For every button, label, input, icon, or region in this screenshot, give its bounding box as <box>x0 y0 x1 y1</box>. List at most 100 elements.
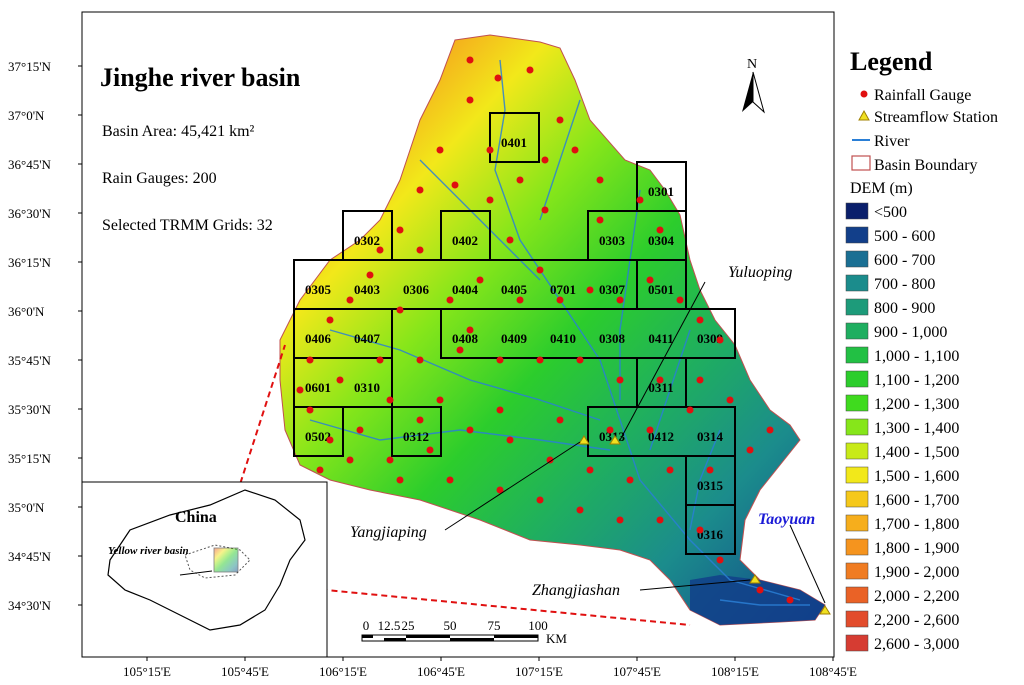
dem-label: 1,800 - 1,900 <box>874 540 959 557</box>
lowland-region <box>690 575 825 625</box>
scale-tick: 50 <box>444 618 457 633</box>
scale-tick: 0 <box>363 618 370 633</box>
dem-label: 800 - 900 <box>874 300 935 317</box>
legend-title: Legend <box>850 47 933 76</box>
dem-swatch <box>845 322 869 340</box>
grid-label: 0315 <box>697 478 724 493</box>
lat-label: 35°30'N <box>8 402 52 417</box>
streamflow-station-icon <box>858 109 870 121</box>
grid-label: 0501 <box>648 282 674 297</box>
grid-label: 0403 <box>354 282 381 297</box>
label-yangjiaping: Yangjiaping <box>350 524 427 541</box>
river-network <box>309 59 810 606</box>
lat-label: 37°0'N <box>8 108 45 123</box>
dem-label: 900 - 1,000 <box>874 324 947 341</box>
scale-tick: 75 <box>488 618 501 633</box>
grid-label: 0502 <box>305 429 331 444</box>
dem-swatch <box>845 370 869 388</box>
dem-label: 1,100 - 1,200 <box>874 372 959 389</box>
grid-label: 0306 <box>403 282 430 297</box>
dem-swatch <box>845 586 869 604</box>
rainfall-gauges <box>296 56 794 604</box>
dem-label: 2,600 - 3,000 <box>874 636 959 653</box>
grid-label: 0409 <box>501 331 528 346</box>
longitude-labels: 105°15'E 105°45'E 106°15'E 106°45'E 107°15'E… <box>123 657 857 679</box>
map-frame <box>81 11 835 658</box>
lat-label: 36°0'N <box>8 304 45 319</box>
china-inset: China Yellow river basin <box>81 481 328 658</box>
svg-text:N: N <box>747 57 757 72</box>
dem-swatch <box>845 274 869 292</box>
legend-symbol-0: Rainfall Gauge <box>874 87 971 104</box>
dem-swatch <box>845 538 869 556</box>
dem-swatch <box>845 634 869 652</box>
lat-label: 35°45'N <box>8 353 52 368</box>
dem-swatch <box>845 466 869 484</box>
grid-label: 0406 <box>305 331 332 346</box>
grid-label: 0316 <box>697 527 724 542</box>
grid-label: 0405 <box>501 282 528 297</box>
grid-label: 0402 <box>452 233 478 248</box>
grid-label: 0303 <box>599 233 626 248</box>
grid-label: 0309 <box>697 331 724 346</box>
dem-swatch <box>845 490 869 508</box>
lon-label: 105°45'E <box>221 664 269 679</box>
map-title: Jinghe river basin <box>100 63 301 92</box>
info-trmm-grids: Selected TRMM Grids: 32 <box>102 217 273 234</box>
grid-label: 0305 <box>305 282 332 297</box>
dem-swatch <box>845 514 869 532</box>
grid-label: 0301 <box>648 184 674 199</box>
scale-tick: 12.5 <box>378 618 401 633</box>
label-yuluoping: Yuluoping <box>728 264 792 281</box>
lon-label: 105°15'E <box>123 664 171 679</box>
grid-label: 0308 <box>599 331 626 346</box>
dem-swatch <box>845 202 869 220</box>
dem-label: 600 - 700 <box>874 252 935 269</box>
lat-label: 36°30'N <box>8 206 52 221</box>
lon-label: 107°45'E <box>613 664 661 679</box>
rainfall-gauge-icon <box>860 90 868 98</box>
grid-label: 0312 <box>403 429 429 444</box>
scale-tick: 100 <box>528 618 548 633</box>
lon-label: 106°15'E <box>319 664 367 679</box>
dem-label: 1,700 - 1,800 <box>874 516 959 533</box>
dem-label: 1,600 - 1,700 <box>874 492 959 509</box>
legend-symbol-3: Basin Boundary <box>874 157 978 174</box>
dem-label: 1,900 - 2,000 <box>874 564 959 581</box>
label-taoyuan: Taoyuan <box>758 511 815 528</box>
grid-label: 0410 <box>550 331 576 346</box>
dem-label: 1,200 - 1,300 <box>874 396 959 413</box>
grid-label: 0307 <box>599 282 626 297</box>
legend-symbol-2: River <box>874 133 910 150</box>
dem-swatch <box>845 298 869 316</box>
label-zhangjiashan: Zhangjiashan <box>532 582 620 599</box>
scale-tick: 25 <box>402 618 415 633</box>
dem-label: 1,300 - 1,400 <box>874 420 959 437</box>
north-arrow-icon: N <box>742 57 765 114</box>
lat-label: 34°30'N <box>8 598 52 613</box>
lat-label: 35°15'N <box>8 451 52 466</box>
scale-bar: 0 12.5 25 50 75 100 KM <box>361 618 567 646</box>
inset-connector-bottom <box>221 579 691 626</box>
dem-swatch <box>845 418 869 436</box>
grid-label: 0601 <box>305 380 331 395</box>
lon-label: 106°45'E <box>417 664 465 679</box>
dem-label: <500 <box>874 204 907 221</box>
grid-label: 0401 <box>501 135 527 150</box>
dem-swatch <box>845 442 869 460</box>
dem-label: 2,000 - 2,200 <box>874 588 959 605</box>
basin-boundary-icon <box>851 155 871 171</box>
latitude-labels: 37°15'N 37°0'N 36°45'N 36°30'N 36°15'N 36°0'N… <box>8 59 82 613</box>
lon-label: 108°15'E <box>711 664 759 679</box>
lat-label: 34°45'N <box>8 549 52 564</box>
dem-swatch <box>845 610 869 628</box>
dem-label: 500 - 600 <box>874 228 935 245</box>
lat-label: 35°0'N <box>8 500 45 515</box>
legend-symbol-1: Streamflow Station <box>874 109 998 126</box>
lon-label: 107°15'E <box>515 664 563 679</box>
grid-label: 0314 <box>697 429 724 444</box>
dem-label: 2,200 - 2,600 <box>874 612 959 629</box>
legend: Legend Rainfall Gauge Streamflow Station… <box>845 47 998 653</box>
dem-label: 700 - 800 <box>874 276 935 293</box>
